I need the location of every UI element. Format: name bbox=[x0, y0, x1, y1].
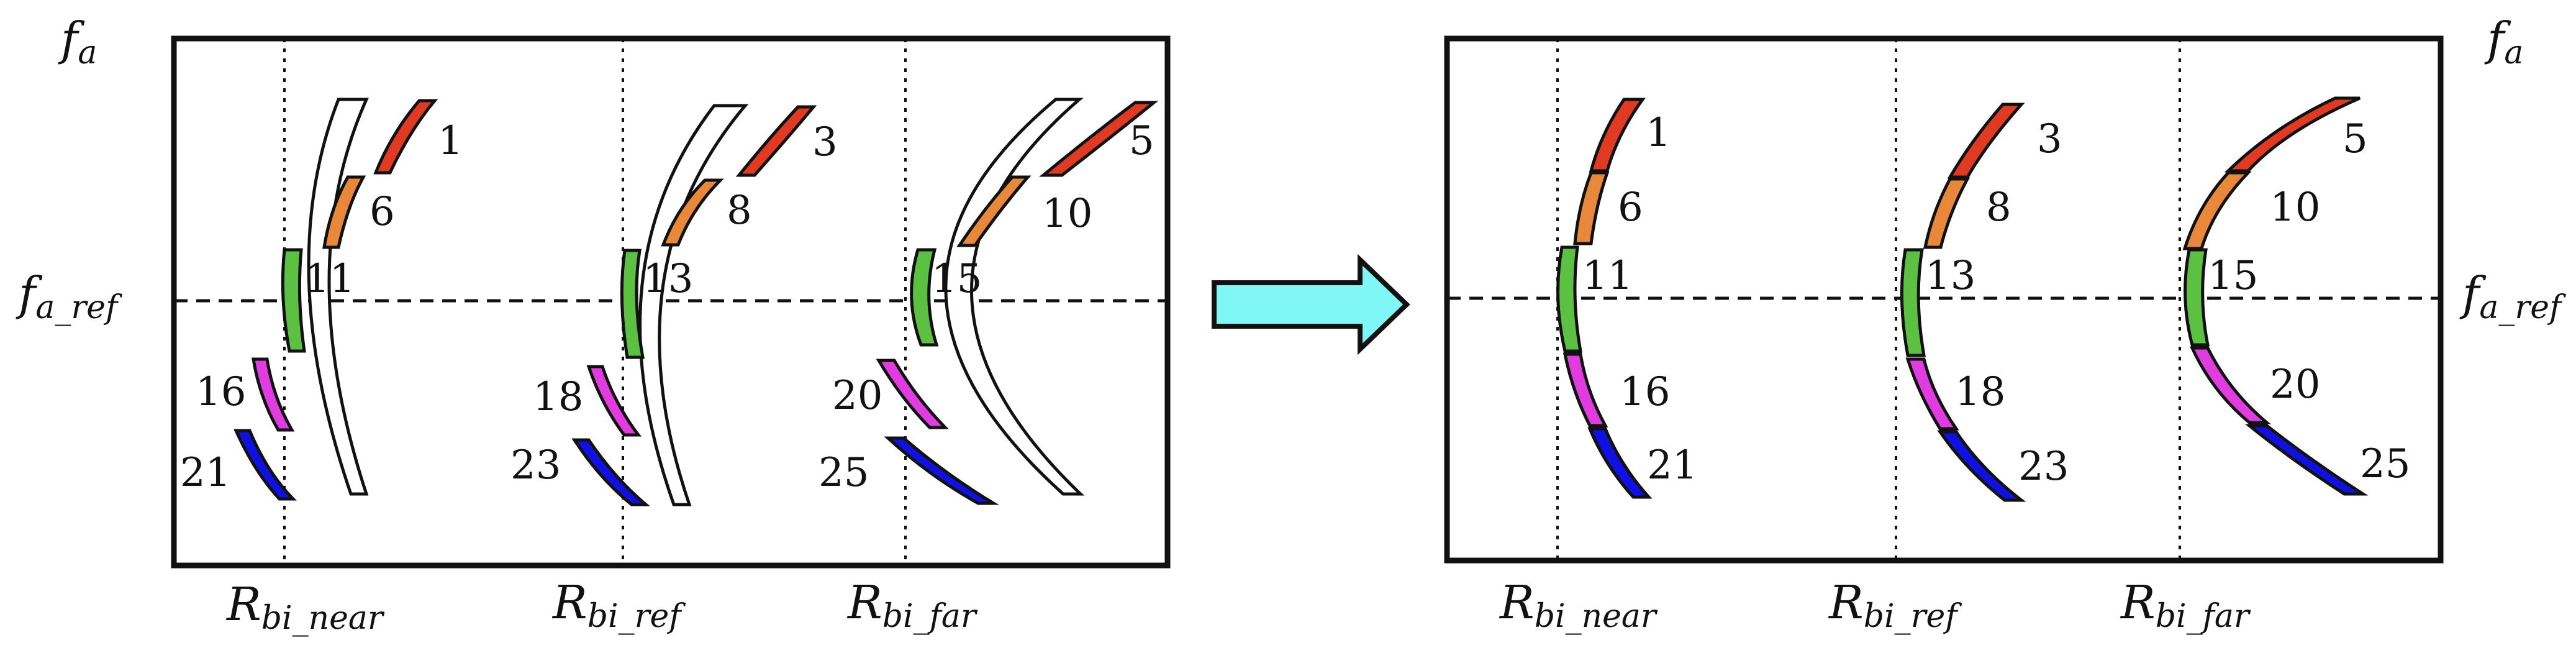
left-label-25: 25 bbox=[819, 450, 869, 496]
right-far-seg-15 bbox=[2184, 248, 2210, 347]
left-r-far-label: Rbi_far bbox=[846, 576, 978, 635]
right-near-seg-16 bbox=[1562, 352, 1608, 428]
right-label-21: 21 bbox=[1647, 442, 1697, 488]
right-label-8: 8 bbox=[1986, 185, 2011, 231]
right-r-ref-label: Rbi_ref bbox=[1828, 576, 1962, 635]
right-ref-seg-23 bbox=[1937, 430, 2026, 502]
right-fa-label: fa bbox=[2484, 12, 2523, 71]
left-panel: 1 6 11 16 21 3 8 13 18 23 5 10 15 20 25 bbox=[171, 35, 1171, 569]
left-label-20: 20 bbox=[832, 373, 882, 419]
right-label-10: 10 bbox=[2270, 185, 2320, 231]
right-label-11: 11 bbox=[1582, 253, 1633, 299]
left-far-seg-20 bbox=[876, 359, 949, 429]
left-label-16: 16 bbox=[196, 369, 246, 415]
left-r-ref-label: Rbi_ref bbox=[551, 576, 686, 635]
right-near-seg-21 bbox=[1587, 427, 1653, 499]
left-far-seg-5 bbox=[1039, 101, 1159, 177]
left-r-near-label: Rbi_near bbox=[225, 578, 385, 637]
left-near-seg-6 bbox=[322, 175, 366, 249]
right-near-seg-1 bbox=[1589, 98, 1646, 173]
left-label-23: 23 bbox=[510, 442, 561, 488]
left-label-5: 5 bbox=[1129, 118, 1154, 164]
right-r-far-label: Rbi_far bbox=[2120, 576, 2251, 635]
left-ref-envelope bbox=[638, 104, 749, 506]
left-label-8: 8 bbox=[727, 188, 752, 234]
left-label-15: 15 bbox=[932, 256, 982, 302]
left-near-seg-16 bbox=[252, 357, 295, 432]
right-label-16: 16 bbox=[1620, 369, 1670, 415]
right-arrow-icon bbox=[1212, 254, 1410, 355]
right-label-3: 3 bbox=[2037, 116, 2062, 162]
left-ref-seg-23 bbox=[571, 438, 650, 506]
right-label-13: 13 bbox=[1925, 253, 1975, 299]
left-ref-seg-8 bbox=[661, 178, 725, 247]
right-far-seg-20 bbox=[2190, 346, 2271, 424]
right-panel: 1 6 11 16 21 3 8 13 18 23 5 10 15 20 25 bbox=[1444, 35, 2444, 564]
left-near-seg-1 bbox=[373, 99, 438, 175]
left-far-seg-10 bbox=[956, 175, 1032, 247]
left-near-seg-21 bbox=[234, 429, 297, 501]
right-label-15: 15 bbox=[2208, 253, 2258, 299]
left-label-18: 18 bbox=[533, 374, 583, 420]
left-label-3: 3 bbox=[812, 119, 838, 165]
right-label-18: 18 bbox=[1955, 369, 2005, 415]
left-fa-ref-label: fa_ref bbox=[16, 267, 122, 326]
left-label-13: 13 bbox=[643, 256, 693, 302]
left-ref-seg-18 bbox=[586, 365, 642, 437]
right-ref-seg-3 bbox=[1947, 103, 2025, 179]
right-near-seg-6 bbox=[1573, 171, 1610, 245]
right-ref-seg-13 bbox=[1900, 248, 1926, 357]
right-label-5: 5 bbox=[2342, 116, 2368, 162]
left-label-11: 11 bbox=[304, 256, 355, 302]
left-near-seg-11 bbox=[281, 248, 306, 353]
left-ref-seg-13 bbox=[620, 249, 645, 359]
right-label-25: 25 bbox=[2360, 441, 2410, 487]
left-label-21: 21 bbox=[180, 450, 230, 496]
right-far-seg-25 bbox=[2244, 424, 2369, 496]
right-label-1: 1 bbox=[1646, 110, 1671, 156]
left-label-1: 1 bbox=[438, 118, 463, 164]
right-far-seg-5 bbox=[2224, 96, 2361, 173]
left-label-6: 6 bbox=[370, 189, 395, 235]
right-r-near-label: Rbi_near bbox=[1499, 576, 1658, 635]
right-ref-seg-8 bbox=[1923, 177, 1971, 249]
left-ref-seg-3 bbox=[735, 105, 817, 177]
right-label-23: 23 bbox=[2018, 444, 2069, 490]
right-fa-ref-label: fa_ref bbox=[2459, 267, 2566, 326]
left-far-seg-15 bbox=[910, 248, 939, 347]
right-near-seg-11 bbox=[1556, 245, 1582, 353]
right-label-20: 20 bbox=[2270, 362, 2320, 408]
left-fa-label: fa bbox=[58, 12, 97, 71]
right-far-seg-10 bbox=[2182, 171, 2252, 250]
right-label-6: 6 bbox=[1618, 185, 1643, 231]
left-label-10: 10 bbox=[1042, 191, 1092, 237]
right-ref-seg-18 bbox=[1905, 357, 1959, 431]
left-far-seg-25 bbox=[884, 436, 1000, 505]
